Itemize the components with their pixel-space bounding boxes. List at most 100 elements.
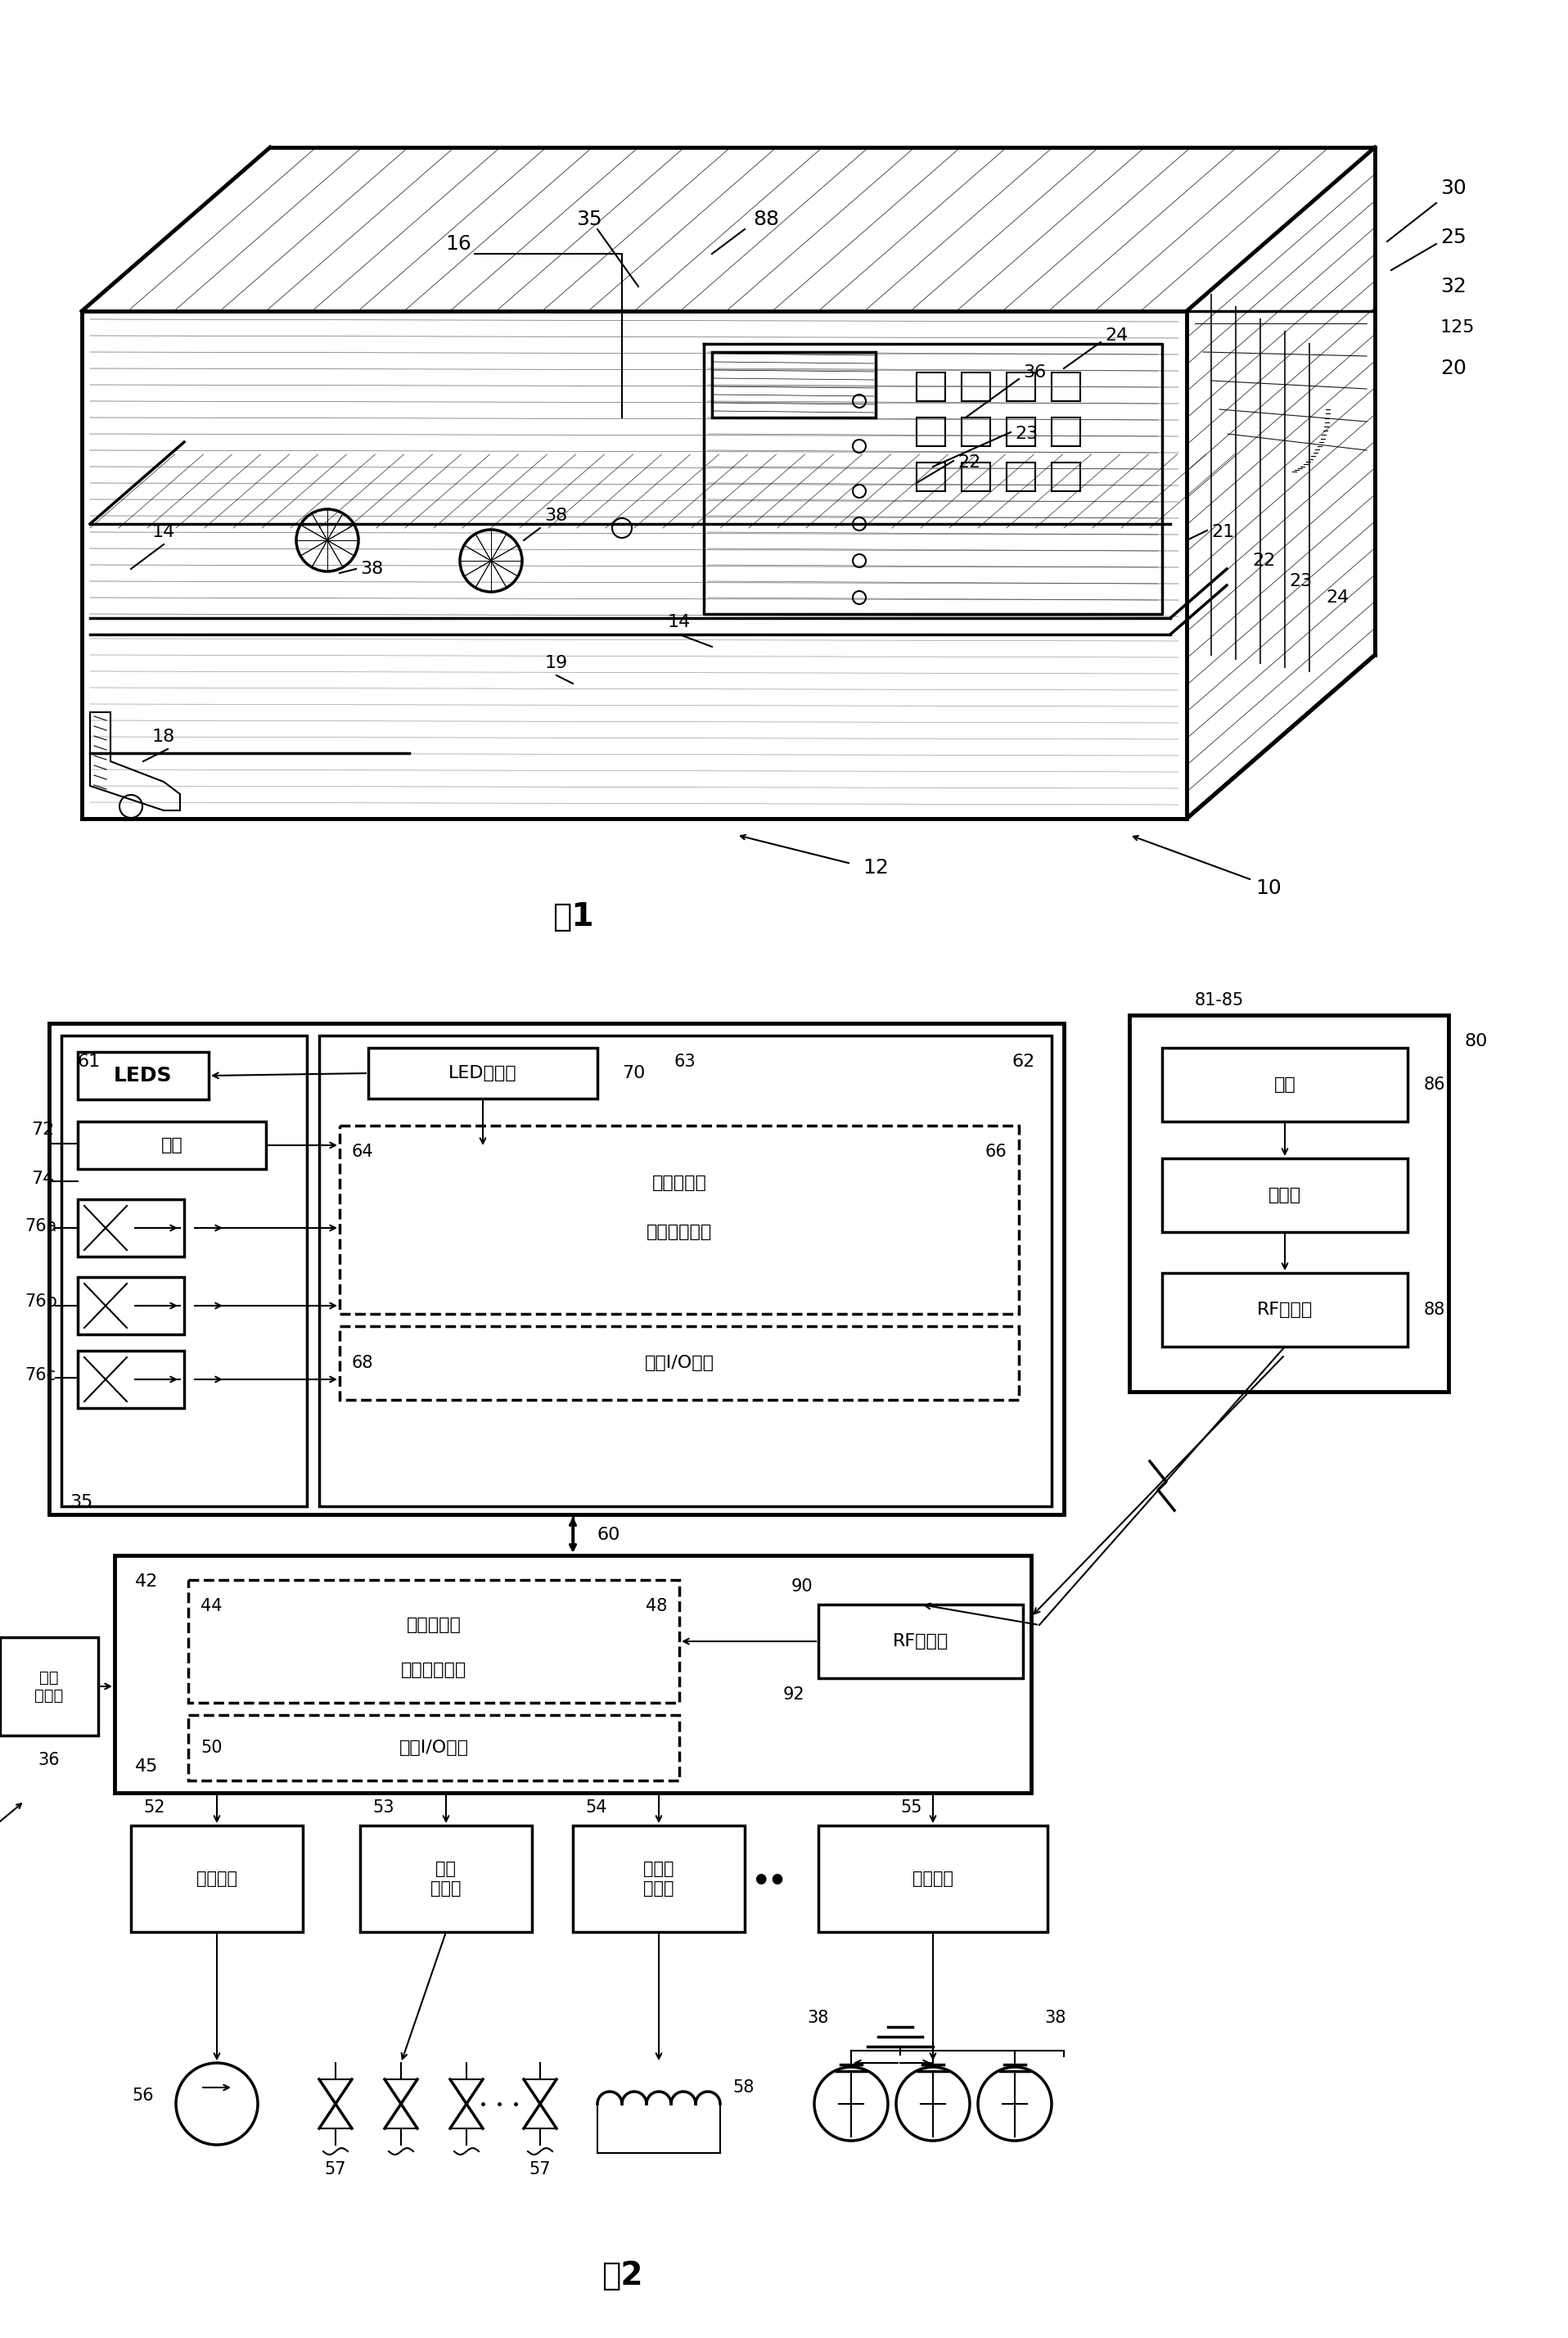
Text: 灯驱动器: 灯驱动器 <box>913 1870 953 1887</box>
Bar <box>961 463 991 491</box>
Bar <box>49 1024 1063 1515</box>
Bar <box>917 372 946 402</box>
Bar <box>0 1637 99 1735</box>
Text: 68: 68 <box>351 1354 373 1370</box>
Text: 25: 25 <box>1441 227 1466 248</box>
Bar <box>917 419 946 447</box>
Text: LED驱动器: LED驱动器 <box>448 1066 517 1082</box>
Text: 44: 44 <box>201 1597 223 1613</box>
Text: 加热器
驱动器: 加热器 驱动器 <box>643 1861 674 1896</box>
Text: 第二I/O电路: 第二I/O电路 <box>644 1354 713 1370</box>
Bar <box>1052 419 1080 447</box>
Bar <box>917 463 946 491</box>
Text: RF接收器: RF接收器 <box>892 1634 949 1651</box>
Text: 编码器: 编码器 <box>1269 1188 1301 1204</box>
Text: 18: 18 <box>152 729 176 746</box>
Text: 阀门
驱动器: 阀门 驱动器 <box>431 1861 461 1896</box>
Bar <box>132 1826 303 1931</box>
Text: 35: 35 <box>69 1494 93 1510</box>
Text: 38: 38 <box>808 2011 829 2027</box>
Bar <box>340 1326 1019 1400</box>
Text: 76b: 76b <box>25 1293 56 1309</box>
Text: 14: 14 <box>668 615 691 631</box>
Text: 60: 60 <box>597 1527 621 1543</box>
Text: 32: 32 <box>1441 276 1466 297</box>
Text: 70: 70 <box>622 1066 644 1082</box>
Bar <box>320 1036 1052 1506</box>
Bar <box>340 1125 1019 1314</box>
Text: 38: 38 <box>1044 2011 1066 2027</box>
Bar <box>1007 463 1035 491</box>
Text: 19: 19 <box>546 655 568 671</box>
Bar <box>78 1122 267 1169</box>
Text: 61: 61 <box>78 1054 100 1071</box>
Bar <box>1162 1272 1408 1347</box>
Text: 92: 92 <box>782 1686 804 1702</box>
Text: 20: 20 <box>1441 358 1466 379</box>
Text: 53: 53 <box>372 1800 394 1817</box>
Text: 22: 22 <box>1253 552 1275 568</box>
Text: 24: 24 <box>1105 327 1127 344</box>
Text: 22: 22 <box>958 454 980 470</box>
Text: 35: 35 <box>577 210 602 229</box>
Text: 24: 24 <box>1327 589 1348 606</box>
Text: RF发射器: RF发射器 <box>1258 1302 1312 1319</box>
Bar <box>78 1199 183 1256</box>
Text: 12: 12 <box>862 858 889 877</box>
Bar <box>61 1036 307 1506</box>
Bar <box>188 1580 679 1702</box>
Text: 58: 58 <box>732 2078 754 2095</box>
Text: 38: 38 <box>361 561 383 577</box>
Bar <box>188 1716 679 1782</box>
Text: 76a: 76a <box>25 1218 56 1234</box>
Bar <box>361 1826 532 1931</box>
Text: 图1: 图1 <box>552 902 594 933</box>
Bar <box>1052 372 1080 402</box>
Text: 81-85: 81-85 <box>1195 991 1243 1008</box>
Text: 72: 72 <box>31 1122 55 1139</box>
Bar <box>1162 1047 1408 1122</box>
Bar <box>1129 1015 1449 1391</box>
Text: 30: 30 <box>1441 178 1466 199</box>
Bar <box>1007 419 1035 447</box>
Text: 56: 56 <box>132 2088 154 2104</box>
Text: 125: 125 <box>1441 320 1475 337</box>
Text: 88: 88 <box>753 210 779 229</box>
Bar <box>78 1351 183 1407</box>
Bar <box>572 1826 745 1931</box>
Text: 66: 66 <box>985 1143 1007 1160</box>
Text: 21: 21 <box>1210 524 1234 540</box>
Text: 第二微处理器: 第二微处理器 <box>646 1223 712 1239</box>
Bar <box>78 1052 209 1099</box>
Text: 86: 86 <box>1424 1075 1446 1092</box>
Bar <box>961 419 991 447</box>
Text: 38: 38 <box>544 507 568 524</box>
Text: 第一存储器: 第一存储器 <box>406 1618 461 1634</box>
Bar <box>114 1555 1032 1793</box>
Text: 36: 36 <box>38 1751 60 1768</box>
Text: 52: 52 <box>143 1800 165 1817</box>
Text: 23: 23 <box>1289 573 1312 589</box>
Text: 10: 10 <box>1256 879 1281 898</box>
Bar <box>78 1277 183 1335</box>
Text: 14: 14 <box>152 524 176 540</box>
Text: 23: 23 <box>1014 426 1038 442</box>
Text: 55: 55 <box>900 1800 922 1817</box>
Text: 第二存储器: 第二存储器 <box>652 1174 707 1190</box>
Text: 64: 64 <box>351 1143 373 1160</box>
Text: 62: 62 <box>1011 1054 1035 1071</box>
Text: 键盘: 键盘 <box>162 1136 183 1153</box>
Text: 50: 50 <box>201 1739 223 1756</box>
Text: 57: 57 <box>325 2160 347 2177</box>
Bar <box>818 1604 1022 1679</box>
Text: 16: 16 <box>445 234 472 255</box>
Bar <box>1162 1157 1408 1232</box>
Text: 第一微处理器: 第一微处理器 <box>401 1662 467 1679</box>
Text: 57: 57 <box>530 2160 550 2177</box>
Bar <box>1052 463 1080 491</box>
Bar <box>818 1826 1047 1931</box>
Text: 80: 80 <box>1465 1033 1488 1050</box>
Bar <box>961 372 991 402</box>
Bar <box>712 353 875 419</box>
Text: 88: 88 <box>1424 1302 1446 1319</box>
